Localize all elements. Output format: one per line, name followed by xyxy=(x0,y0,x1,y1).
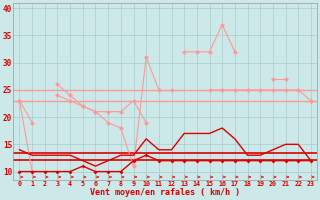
X-axis label: Vent moyen/en rafales ( km/h ): Vent moyen/en rafales ( km/h ) xyxy=(90,188,240,197)
